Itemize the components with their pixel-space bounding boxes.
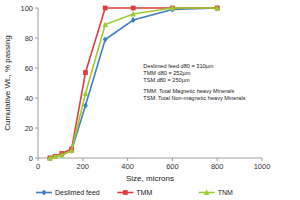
y-axis-label: Cumulative Wt., % passing [3,35,12,131]
x-axis-label: Size, microns [126,174,174,183]
x-tick-label: 800 [211,162,224,171]
data-point [59,152,65,157]
y-tick [35,8,38,9]
series-line [50,8,217,158]
legend-label: TMM [136,189,152,196]
data-point [52,154,58,159]
legend-marker [42,190,47,196]
legend-marker [204,190,210,195]
x-axis [38,158,262,159]
legend-label: TNM [218,189,233,196]
x-tick [127,158,128,161]
annotation: TSM: Total Non-magnetic heavy Minerals [143,95,245,101]
series-line [50,8,217,158]
annotation: TSM d80 = 250µm [143,77,190,83]
data-point [102,22,108,27]
data-point [130,11,136,16]
y-axis [38,8,39,158]
x-tick-label: 1000 [254,162,271,171]
annotation: TMM: Total Magnetic heavy Minerals [143,88,234,94]
data-point [103,6,108,11]
plot-area [47,5,220,161]
data-point [83,91,89,96]
y-tick-label: 20 [25,124,33,133]
y-tick-label: 0 [29,154,33,163]
y-tick-label: 40 [25,94,33,103]
y-tick [35,38,38,39]
data-point [131,6,136,11]
legend-marker [123,190,128,195]
x-tick [82,158,83,161]
y-tick-label: 100 [20,4,33,13]
annotation: TMM d80 = 252µm [143,70,191,76]
data-point [103,37,108,43]
y-tick [35,128,38,129]
series-line [50,8,217,158]
x-tick-label: 0 [36,162,40,171]
y-tick-label: 80 [25,34,33,43]
data-point [170,5,176,10]
chart: 0 200 400 600 800 1000 0 20 40 60 80 100 Size, micro… [0,0,300,200]
y-tick [35,68,38,69]
x-tick [262,158,263,161]
x-tick-label: 200 [77,162,90,171]
data-point [47,155,53,160]
x-tick [172,158,173,161]
annotation: Deslimed feed d80 = 310µm [143,63,214,69]
x-tick [217,158,218,161]
x-tick-label: 600 [166,162,179,171]
y-tick [35,98,38,99]
y-tick [35,158,38,159]
legend: Deslimed feed TMM TNM [36,189,233,196]
x-tick [38,158,39,161]
legend-label: Deslimed feed [55,189,100,196]
data-point [83,70,88,75]
data-point [131,17,136,23]
data-point [69,148,75,153]
x-tick-label: 400 [121,162,134,171]
y-tick-label: 60 [25,64,33,73]
data-point [214,5,220,10]
